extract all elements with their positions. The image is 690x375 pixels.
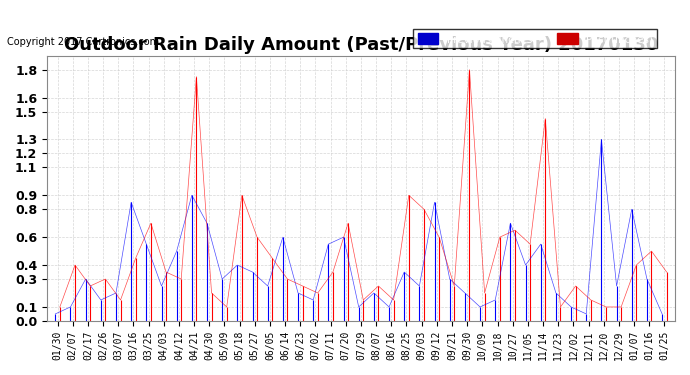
Title: Outdoor Rain Daily Amount (Past/Previous Year) 20170130: Outdoor Rain Daily Amount (Past/Previous… [64, 36, 658, 54]
Text: Copyright 2017 Cartronics.com: Copyright 2017 Cartronics.com [7, 37, 159, 47]
Legend: Previous (Inches), Past (Inches): Previous (Inches), Past (Inches) [413, 29, 658, 48]
